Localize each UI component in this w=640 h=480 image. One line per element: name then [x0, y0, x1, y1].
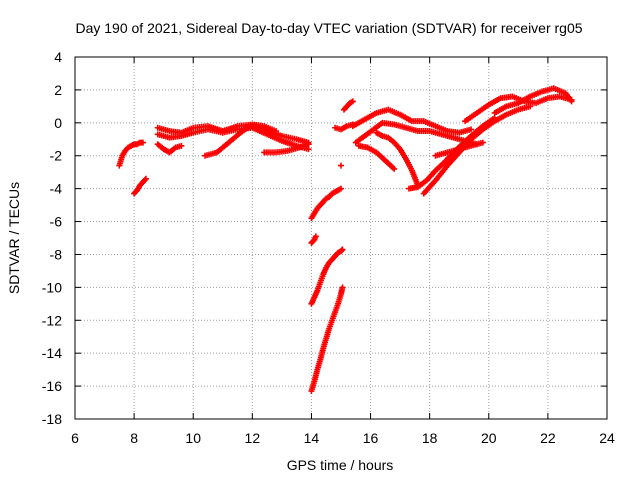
series-arc-i — [308, 233, 319, 246]
series-pt-n — [338, 162, 344, 169]
y-tick-label: -18 — [42, 411, 62, 427]
chart-title: Day 190 of 2021, Sidereal Day-to-day VTE… — [75, 20, 582, 36]
series-arc-t — [420, 103, 534, 197]
series-arc-h — [308, 185, 344, 222]
series-arc-b — [131, 175, 149, 197]
y-tick-label: -10 — [42, 279, 62, 295]
y-tick-label: -14 — [42, 345, 62, 361]
x-axis-label: GPS time / hours — [287, 457, 394, 473]
series-arc-v — [491, 85, 575, 116]
y-tick-label: -4 — [50, 181, 63, 197]
y-tick-label: -16 — [42, 378, 62, 394]
x-tick-label: 8 — [130, 430, 138, 446]
y-tick-label: 4 — [54, 49, 62, 65]
axis-ticks — [74, 56, 608, 420]
data-point — [142, 175, 149, 182]
data-point — [391, 165, 398, 172]
y-tick-label: -6 — [50, 214, 63, 230]
data-point — [568, 98, 575, 105]
x-tick-label: 6 — [71, 430, 79, 446]
x-tick-label: 18 — [422, 430, 438, 446]
y-tick-label: -12 — [42, 312, 62, 328]
y-tick-labels: 4 2 0 -2 -4 -6 -8 -10 -12 -14 -16 -18 — [42, 49, 62, 427]
data-point — [178, 142, 185, 149]
x-tick-label: 20 — [481, 430, 497, 446]
x-tick-labels: 6 8 10 12 14 16 18 20 22 24 — [71, 430, 615, 446]
series-arc-u — [462, 93, 575, 125]
series-arc-g — [261, 141, 312, 156]
series-arc-f — [202, 121, 279, 159]
data-point — [339, 246, 346, 253]
series-arc-q — [355, 142, 398, 172]
x-tick-label: 22 — [540, 430, 556, 446]
data-point — [338, 162, 344, 169]
data-point — [139, 139, 146, 146]
data-point — [305, 141, 312, 148]
series-arc-r — [373, 129, 421, 189]
y-tick-label: 0 — [54, 115, 62, 131]
series-arc-j — [308, 246, 346, 307]
data-point — [479, 139, 486, 146]
data-point — [468, 126, 475, 133]
x-tick-label: 12 — [245, 430, 261, 446]
y-tick-label: -8 — [50, 246, 63, 262]
grid — [75, 57, 607, 419]
plot-frame — [74, 56, 608, 420]
x-tick-label: 16 — [363, 430, 379, 446]
x-tick-label: 14 — [304, 430, 320, 446]
series-arc-a — [116, 139, 146, 169]
y-tick-label: -2 — [50, 148, 63, 164]
data-point — [272, 128, 279, 135]
data-point — [349, 98, 356, 105]
data-marks — [116, 85, 575, 395]
y-tick-label: 2 — [54, 82, 62, 98]
data-point — [339, 284, 346, 291]
x-tick-label: 10 — [185, 430, 201, 446]
x-tick-label: 24 — [599, 430, 615, 446]
y-axis-label: SDTVAR / TECUs — [6, 182, 22, 294]
series-arc-o — [349, 106, 475, 136]
series-arc-e — [154, 141, 185, 156]
series-arc-k — [308, 284, 346, 395]
series-arc-m — [340, 98, 356, 113]
series-arc-w — [432, 139, 486, 159]
data-point — [141, 176, 148, 183]
data-point — [312, 233, 319, 240]
data-point — [338, 185, 344, 192]
